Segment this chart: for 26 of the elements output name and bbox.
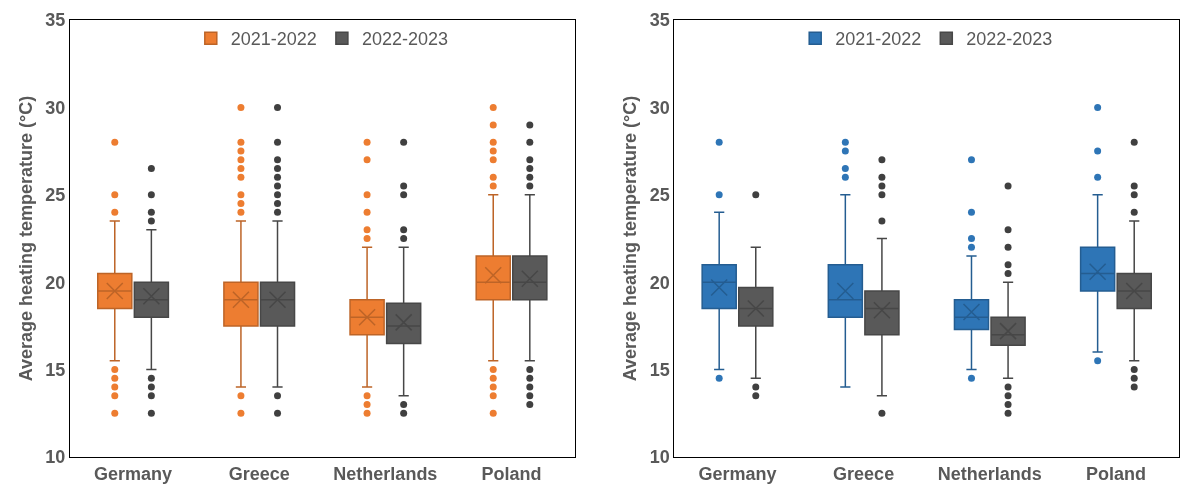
x-tick-label: Germany [94,463,173,484]
y-tick-label: 30 [649,97,670,118]
legend-label: 2022-2023 [966,29,1053,50]
x-tick-label: Poland [1085,463,1146,484]
x-tick-label: Netherlands [333,463,438,484]
y-tick-label: 20 [45,272,66,293]
legend-label: 2021-2022 [835,29,922,50]
x-tick-label: Netherlands [937,463,1042,484]
y-tick-label: 30 [45,97,66,118]
x-tick-label: Greece [833,463,895,484]
y-tick-label: 20 [649,272,670,293]
y-tick-label: 10 [45,447,66,468]
x-tick-label: Greece [228,463,290,484]
legend-label: 2022-2023 [361,29,448,50]
y-axis-title: Average heating temperature (°C) [619,95,640,382]
y-tick-label: 25 [45,185,66,206]
y-tick-label: 35 [649,10,670,31]
x-tick-label: Germany [698,463,777,484]
y-tick-label: 25 [649,185,670,206]
legend-label: 2021-2022 [230,29,317,50]
y-tick-label: 15 [649,359,670,380]
y-tick-label: 35 [45,10,66,31]
y-tick-label: 10 [649,447,670,468]
x-tick-label: Poland [481,463,542,484]
y-axis-title: Average heating temperature (°C) [15,95,36,382]
y-tick-label: 15 [45,359,66,380]
